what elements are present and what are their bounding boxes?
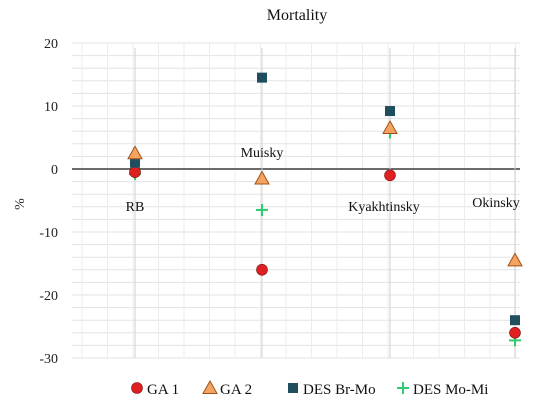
point-triangle (254, 170, 270, 185)
grid (72, 42, 520, 359)
y-tick-label: 0 (51, 163, 58, 178)
category-label: RB (126, 200, 145, 215)
legend-marker (397, 382, 409, 394)
legend-marker (202, 379, 218, 394)
point-circle (384, 169, 396, 182)
y-tick-label: -30 (39, 352, 58, 367)
y-tick-label: -20 (39, 289, 58, 304)
point-circle (129, 166, 141, 178)
point-square (385, 106, 395, 117)
category-labels: RB Muisky Kyakhtinsky Okinsky (126, 146, 520, 215)
category-label: Muisky (241, 146, 284, 161)
point-circle (509, 326, 521, 339)
point-square (257, 72, 267, 83)
y-axis-label: % (13, 198, 28, 210)
y-tick-label: -10 (39, 226, 58, 241)
legend-label: GA 2 (220, 382, 252, 398)
y-tick-label: 20 (44, 37, 58, 52)
legend-label: GA 1 (147, 382, 179, 398)
y-axis: 20 10 0 -10 -20 -30 (39, 37, 58, 367)
legend-label: DES Mo-Mi (413, 382, 488, 398)
point-triangle (382, 120, 398, 135)
y-tick-label: 10 (44, 100, 58, 115)
point-circle (256, 263, 268, 276)
legend-label: DES Br-Mo (303, 382, 376, 398)
chart-title: Mortality (267, 7, 327, 24)
point-square (130, 157, 140, 168)
category-label: Kyakhtinsky (348, 200, 420, 215)
point-plus (256, 203, 268, 216)
point-square (510, 315, 520, 326)
point-triangle (127, 145, 143, 160)
point-triangle (507, 252, 523, 267)
legend-marker (131, 382, 143, 394)
legend: GA 1 GA 2 DES Br-Mo DES Mo-Mi (131, 379, 488, 398)
category-label: Okinsky (472, 196, 519, 211)
legend-marker (288, 383, 298, 393)
data-points (127, 72, 523, 347)
